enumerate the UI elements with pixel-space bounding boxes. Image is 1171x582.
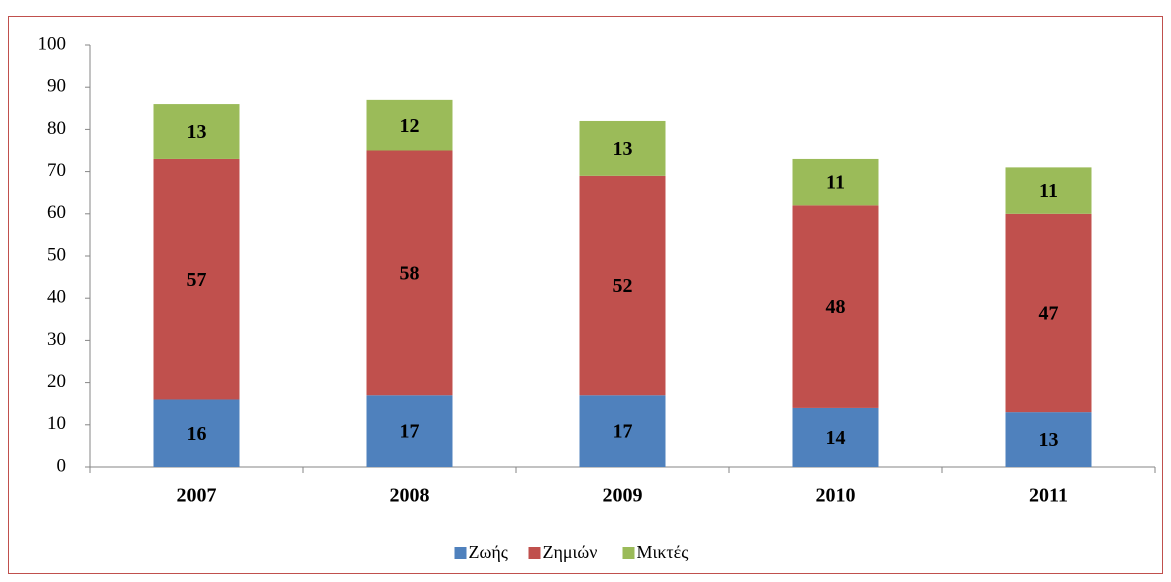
legend-label: Ζημιών	[543, 542, 598, 562]
y-tick-label: 0	[57, 455, 67, 476]
data-label: 48	[826, 296, 846, 318]
x-tick-label: 2007	[177, 485, 217, 507]
bar-segment	[579, 120, 666, 176]
y-tick-label: 30	[47, 329, 66, 350]
y-tick-label: 50	[47, 244, 66, 265]
x-tick-label: 2009	[603, 485, 643, 507]
data-label: 58	[400, 262, 420, 284]
y-tick-label: 90	[47, 76, 66, 97]
y-tick-label: 20	[47, 371, 66, 392]
bar-segment	[579, 395, 666, 467]
bar-segment	[153, 158, 240, 400]
bar-segment	[792, 205, 879, 408]
y-tick-label: 100	[38, 33, 67, 54]
y-tick-label: 80	[47, 118, 66, 139]
data-label: 17	[400, 421, 420, 443]
bar-segment	[366, 395, 453, 467]
data-label: 16	[187, 423, 207, 445]
data-label: 11	[1039, 180, 1058, 202]
bar-segment	[792, 407, 879, 467]
legend-label: Μικτές	[637, 542, 689, 562]
data-label: 47	[1039, 303, 1059, 325]
legend-label: Ζωής	[469, 542, 508, 562]
y-tick-label: 70	[47, 160, 66, 181]
legend-swatch	[622, 547, 635, 559]
legend-swatch	[454, 547, 467, 559]
bar-segment	[1005, 412, 1092, 467]
bar-segment	[1005, 213, 1092, 413]
legend-swatch	[528, 547, 541, 559]
bar-segment	[153, 104, 240, 159]
data-label: 14	[826, 427, 846, 449]
data-label: 12	[400, 115, 420, 137]
y-tick-label: 60	[47, 202, 66, 223]
data-label: 13	[613, 138, 633, 160]
y-tick-label: 10	[47, 413, 66, 434]
y-tick-label: 40	[47, 287, 66, 308]
bar-segment	[792, 158, 879, 206]
bar-segment	[366, 99, 453, 151]
bar-segment	[1005, 167, 1092, 214]
data-label: 13	[187, 121, 207, 143]
data-label: 13	[1039, 429, 1059, 451]
x-tick-label: 2008	[390, 485, 430, 507]
bar-segment	[579, 175, 666, 396]
data-label: 52	[613, 275, 633, 297]
data-label: 11	[826, 172, 845, 194]
bar-segment	[366, 150, 453, 396]
data-label: 57	[187, 269, 207, 291]
x-tick-label: 2010	[816, 485, 856, 507]
bar-segment	[153, 399, 240, 467]
x-tick-label: 2011	[1029, 485, 1068, 507]
data-label: 17	[613, 421, 633, 443]
